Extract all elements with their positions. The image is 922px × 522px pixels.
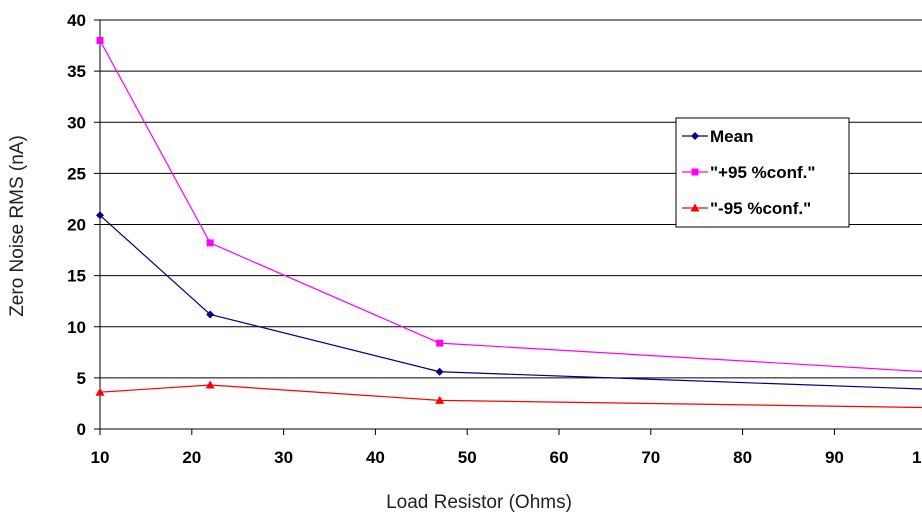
y-axis-title: Zero Noise RMS (nA) (7, 135, 28, 317)
data-point-2-1 (96, 36, 104, 44)
y-tick-label-20: 20 (67, 216, 86, 235)
data-point-3-1 (95, 387, 105, 396)
legend-label-3: "-95 %conf." (710, 199, 811, 218)
y-tick-label-25: 25 (67, 164, 86, 183)
y-tick-labels: 0 5 10 15 20 25 30 35 40 (67, 11, 86, 439)
x-tick-label-10: 10 (91, 448, 110, 467)
legend-marker-3 (690, 203, 700, 212)
y-tick-label-10: 10 (67, 318, 86, 337)
x-tick-label-100: 100 (912, 448, 922, 467)
x-tick-label-80: 80 (733, 448, 752, 467)
legend-marker-1 (691, 132, 699, 140)
x-tick-label-70: 70 (641, 448, 660, 467)
x-tick-label-20: 20 (182, 448, 201, 467)
gridlines (100, 19, 922, 379)
series-2 (96, 36, 922, 373)
x-tick-labels: 10 20 30 40 50 60 70 80 90 100 (91, 448, 922, 467)
axes (94, 19, 922, 435)
y-tick-label-35: 35 (67, 62, 86, 81)
data-point-2-2 (206, 239, 214, 247)
series-line-2 (99, 40, 922, 373)
series-line-3 (99, 384, 922, 409)
legend-label-2: "+95 %conf." (710, 163, 815, 182)
y-tick-label-5: 5 (77, 369, 86, 388)
x-axis-title: Load Resistor (Ohms) (386, 492, 572, 513)
series (95, 36, 922, 412)
x-tick-label-30: 30 (274, 448, 293, 467)
legend: Mean "+95 %conf." "-95 %conf." (675, 117, 850, 228)
x-tick-label-50: 50 (458, 448, 477, 467)
legend-marker-2 (691, 168, 699, 176)
series-1 (96, 211, 922, 390)
x-tick-label-40: 40 (366, 448, 385, 467)
y-tick-label-0: 0 (77, 420, 86, 439)
data-point-1-3 (435, 367, 444, 376)
y-tick-label-15: 15 (67, 267, 86, 286)
x-tick-label-60: 60 (550, 448, 569, 467)
series-3 (95, 380, 922, 412)
series-line-1 (99, 214, 922, 390)
y-tick-label-40: 40 (67, 11, 86, 30)
data-point-3-2 (205, 380, 215, 389)
data-point-3-3 (435, 395, 445, 404)
data-point-2-3 (436, 339, 444, 347)
y-tick-label-30: 30 (67, 113, 86, 132)
legend-label-1: Mean (710, 127, 753, 146)
x-tick-label-90: 90 (825, 448, 844, 467)
data-point-1-1 (96, 211, 104, 220)
data-point-1-2 (206, 310, 215, 319)
